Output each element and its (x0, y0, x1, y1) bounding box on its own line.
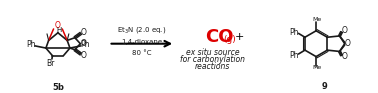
Text: O: O (81, 39, 86, 48)
Text: Ph: Ph (80, 40, 90, 49)
Text: +: + (235, 32, 244, 42)
Text: O: O (342, 27, 348, 36)
Text: Ph: Ph (290, 50, 299, 60)
Text: O: O (55, 21, 61, 30)
Text: ex situ source: ex situ source (186, 48, 240, 57)
Text: 9: 9 (321, 82, 327, 91)
Text: 1,4-dioxane: 1,4-dioxane (121, 39, 163, 45)
Text: O: O (342, 52, 348, 61)
Text: reactions: reactions (195, 62, 231, 71)
Text: Ph: Ph (26, 40, 36, 49)
Text: Me: Me (313, 65, 322, 70)
Text: (g): (g) (223, 35, 235, 44)
Text: 5b: 5b (52, 83, 64, 92)
Text: 80 °C: 80 °C (132, 50, 152, 56)
Text: O: O (81, 28, 86, 37)
Text: Me: Me (313, 17, 322, 22)
Text: O: O (345, 39, 351, 48)
Text: O: O (81, 51, 86, 60)
Text: Ph: Ph (290, 28, 299, 37)
Text: Br: Br (46, 59, 54, 68)
Text: Et$_3$N (2.0 eq.): Et$_3$N (2.0 eq.) (117, 25, 166, 35)
Text: for carbonylation: for carbonylation (180, 55, 245, 64)
Text: H: H (57, 27, 62, 33)
Text: CO: CO (205, 28, 233, 46)
